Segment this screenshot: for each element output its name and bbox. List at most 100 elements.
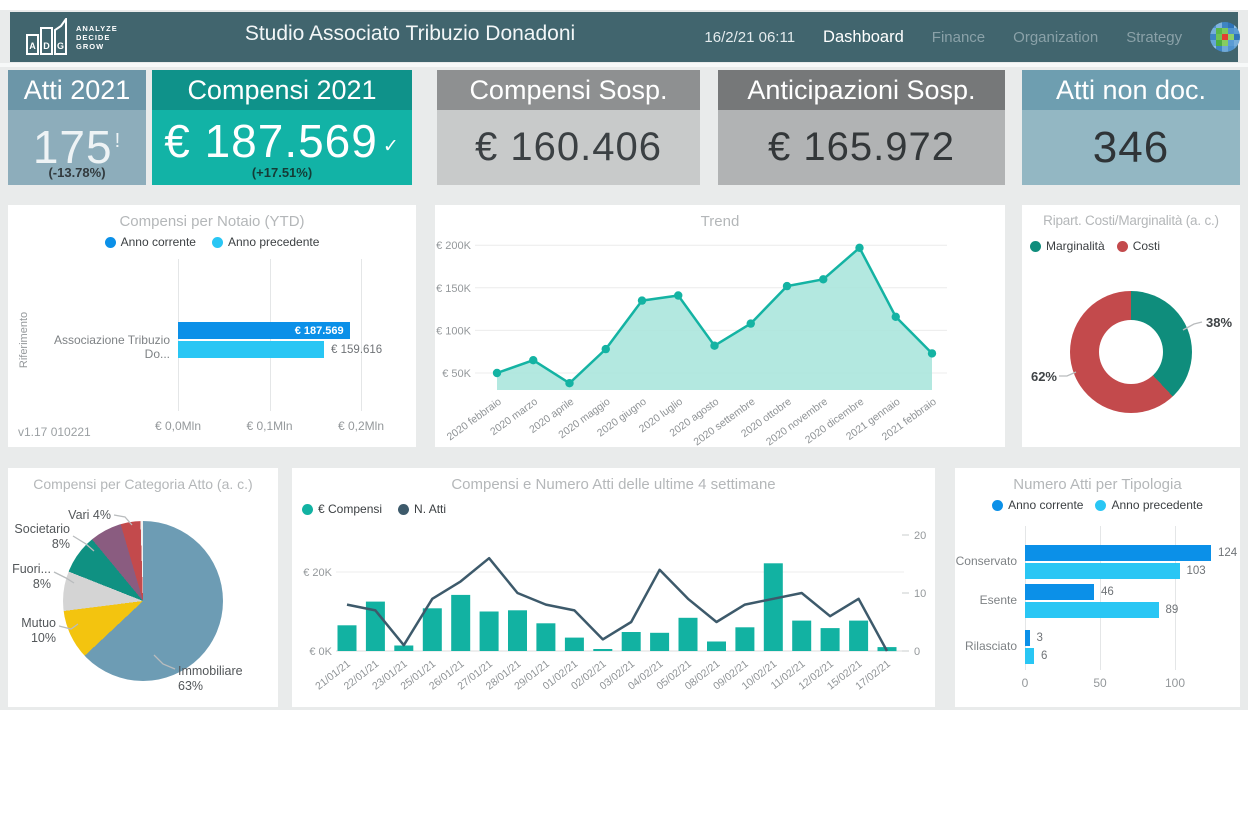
data-point[interactable] (674, 291, 683, 300)
logo-tagline: ANALYZE DECIDE GROW (76, 23, 118, 51)
panel-categoria-atto[interactable]: Compensi per Categoria Atto (a. c.) Vari… (8, 468, 278, 707)
mosaic-tile (1222, 46, 1229, 52)
data-point[interactable] (782, 281, 792, 291)
panel-compensi-numero-atti[interactable]: Compensi e Numero Atti delle ultime 4 se… (292, 468, 935, 707)
data-point[interactable] (746, 319, 755, 328)
kpi-body: € 160.406 (437, 110, 700, 185)
mosaic-tile (1228, 34, 1235, 40)
compensi-bar[interactable] (792, 620, 812, 651)
panel-trend[interactable]: Trend € 50K € 100K € 150K € 200K 2020 febbra… (435, 205, 1005, 447)
bar-anno-precedente[interactable] (1025, 563, 1180, 579)
mosaic-tile (1234, 34, 1241, 40)
compensi-bar[interactable] (508, 610, 527, 651)
slice-label: Fuori... 8% (12, 562, 51, 591)
notaio-legend-item[interactable]: Anno precedente (211, 235, 319, 249)
donut-legend[interactable]: Marginalità Costi (1030, 239, 1160, 253)
legend-label: Costi (1132, 239, 1161, 253)
gridline (1175, 526, 1176, 670)
nav-tab-strategy[interactable]: Strategy (1126, 28, 1183, 46)
kpi-card-compensi-2021[interactable]: Compensi 2021 € 187.569 ✓ (+17.51%) (152, 70, 412, 185)
bar-anno-precedente[interactable] (1025, 602, 1159, 618)
notaio-legend-item[interactable]: Anno corrente (104, 235, 196, 249)
compensi-bar[interactable] (593, 649, 613, 651)
pie-chart[interactable] (63, 521, 223, 681)
kpi-card-atti-2021[interactable]: Atti 2021 175! (-13.78%) (8, 70, 146, 185)
compensi-bar[interactable] (735, 627, 755, 651)
nav-tab-organization[interactable]: Organization (1013, 28, 1099, 46)
kpi-card-anticipazioni-sosp[interactable]: Anticipazioni Sosp. € 165.972 (718, 70, 1005, 185)
kpi-value: 346 (1092, 123, 1170, 172)
data-point[interactable] (529, 356, 538, 365)
data-point[interactable] (819, 275, 828, 284)
nav-tab-dashboard[interactable]: Dashboard (823, 27, 904, 46)
compensi-bar[interactable] (707, 641, 726, 652)
combo-legend-item[interactable]: € Compensi (302, 502, 382, 516)
compensi-bar[interactable] (422, 608, 442, 651)
compensi-bar[interactable] (479, 611, 499, 652)
mosaic-tile (1216, 40, 1223, 46)
mosaic-tile (1222, 22, 1229, 28)
notaio-legend[interactable]: Anno corrente Anno precedente (8, 235, 416, 249)
combo-legend-item[interactable]: N. Atti (398, 502, 446, 516)
kpi-card-compensi-sosp[interactable]: Compensi Sosp. € 160.406 (437, 70, 700, 185)
compensi-bar[interactable] (621, 632, 641, 651)
header-right: 16/2/21 06:11 Dashboard Finance Organizati… (704, 12, 1241, 62)
compensi-bar[interactable] (365, 601, 385, 651)
page-title: Studio Associato Tribuzio Donadoni (244, 22, 576, 45)
data-point[interactable] (927, 349, 937, 358)
compensi-bar[interactable] (394, 645, 414, 652)
legend-dot (104, 236, 116, 248)
chart-title: Compensi e Numero Atti delle ultime 4 se… (451, 476, 776, 493)
x-axis-tick: € 0,1Mln (246, 419, 293, 433)
data-point[interactable] (891, 312, 900, 321)
chart-title: Compensi per Notaio (YTD) (119, 213, 305, 230)
left-axis-tick: € 0K (309, 646, 332, 658)
tipologia-legend-item[interactable]: Anno corrente (992, 498, 1083, 512)
data-point[interactable] (492, 368, 502, 378)
donut-legend-item[interactable]: Costi (1116, 239, 1161, 253)
mosaic-tile (1216, 22, 1223, 28)
kpi-value: € 187.569 ✓ (164, 115, 400, 167)
bar-value-label: 103 (1186, 565, 1206, 577)
panel-costi-marginalita[interactable]: Ripart. Costi/Marginalità (a. c.) Margin… (1022, 205, 1240, 447)
compensi-bar[interactable] (678, 617, 698, 651)
mosaic-tile (1228, 46, 1235, 52)
logo-letter-g: G (57, 41, 64, 51)
nav-tab-finance[interactable]: Finance (931, 28, 986, 46)
bar-anno-precedente[interactable] (178, 341, 325, 358)
data-point[interactable] (565, 379, 574, 388)
x-axis-tick: 2020 novembre (764, 396, 830, 447)
data-point[interactable] (601, 344, 610, 354)
kpi-card-atti-non-doc[interactable]: Atti non doc. 346 (1022, 70, 1240, 185)
tipologia-legend-item[interactable]: Anno precedente (1095, 498, 1203, 512)
compensi-bar[interactable] (849, 620, 869, 651)
bar-anno-corrente[interactable] (178, 322, 350, 339)
compensi-bar[interactable] (820, 628, 840, 651)
bar-anno-corrente[interactable] (1025, 584, 1094, 600)
data-point[interactable] (637, 296, 647, 305)
compensi-bar[interactable] (763, 563, 783, 651)
bar-anno-corrente[interactable] (1025, 630, 1030, 646)
combo-chart[interactable]: € 20K€ 0K2010021/01/2122/01/2123/01/2125… (292, 468, 935, 707)
combo-legend[interactable]: € Compensi N. Atti (302, 502, 446, 516)
data-point[interactable] (855, 243, 864, 252)
bar-anno-precedente[interactable] (1025, 648, 1034, 664)
compensi-bar[interactable] (337, 625, 357, 651)
y-axis-tick: € 100K (436, 325, 472, 337)
compensi-bar[interactable] (536, 623, 556, 651)
compensi-bar[interactable] (451, 594, 471, 651)
data-point[interactable] (710, 341, 719, 350)
mosaic-tile (1222, 40, 1229, 46)
panel-atti-tipologia[interactable]: Numero Atti per Tipologia Anno corrente A… (955, 468, 1240, 707)
panel-compensi-per-notaio[interactable]: Compensi per Notaio (YTD) Anno corrente A… (8, 205, 416, 447)
tipologia-legend[interactable]: Anno corrente Anno precedente (955, 498, 1240, 512)
compensi-bar[interactable] (650, 632, 670, 651)
logo-letter-a: A (29, 41, 36, 51)
chart-title: Numero Atti per Tipologia (1013, 476, 1182, 493)
legend-label: Anno precedente (1111, 498, 1203, 512)
mosaic-tile (1228, 40, 1235, 46)
bar-anno-corrente[interactable] (1025, 545, 1211, 561)
compensi-bar[interactable] (564, 637, 584, 651)
donut-legend-item[interactable]: Marginalità (1030, 239, 1105, 253)
